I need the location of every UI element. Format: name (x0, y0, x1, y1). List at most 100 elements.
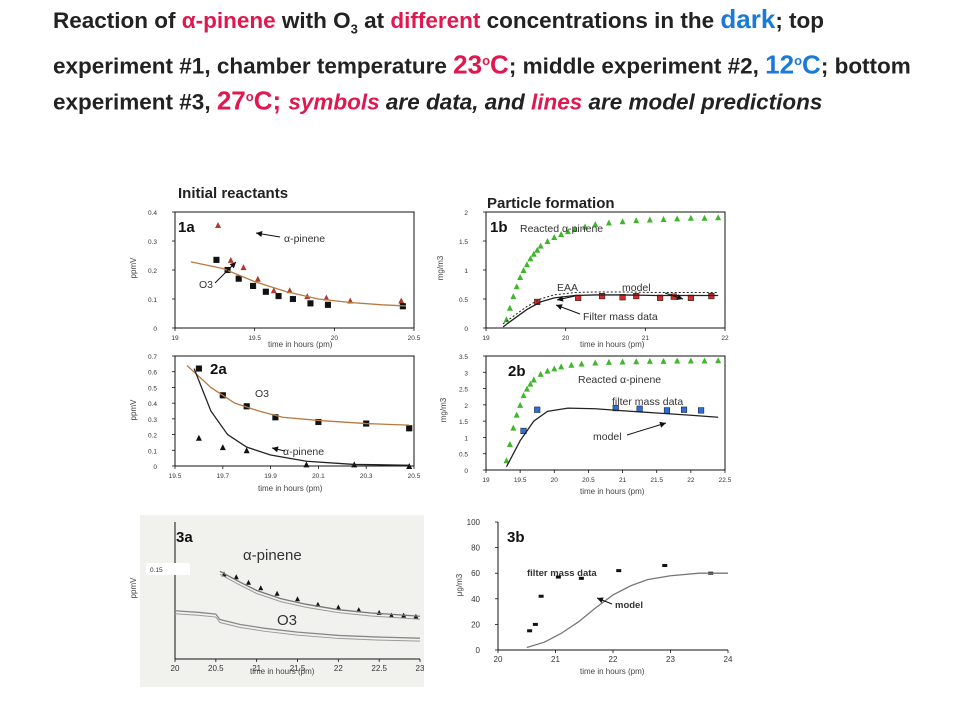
annotation-label: α-pinene (243, 547, 302, 564)
y-tick-label: 1.5 (459, 239, 468, 246)
title-part: with O (275, 8, 351, 33)
y-tick-label: 0 (464, 326, 468, 333)
data-point-square (213, 256, 220, 263)
y-tick-label: 0 (464, 468, 468, 475)
arrow-head (229, 262, 236, 269)
title-part: concentrations in the (480, 8, 721, 33)
data-point-triangle (701, 214, 708, 221)
arrow-head (597, 597, 604, 604)
data-point-triangle (513, 411, 520, 418)
data-point-triangle (534, 246, 541, 253)
data-point-triangle (544, 238, 551, 244)
data-point-triangle (715, 214, 722, 221)
data-point-triangle (544, 367, 551, 374)
x-tick-label: 19.5 (514, 477, 527, 484)
data-point-triangle (568, 361, 575, 368)
data-point-triangle (537, 242, 544, 249)
x-tick-label: 20.5 (408, 473, 421, 480)
data-point-triangle (219, 444, 226, 451)
title-part: 23 (453, 49, 483, 79)
data-point-triangle (551, 365, 558, 372)
chart-3a: 20 20.5 21 21.5 22 22.5 23 0.15 time in hours (p… (129, 522, 425, 676)
data-point-triangle (592, 359, 599, 366)
y-tick-label: 2.5 (459, 387, 468, 394)
data-point-square (534, 406, 541, 413)
x-axis-label: time in hours (pm) (250, 667, 315, 676)
x-axis-label: time in hours (pm) (580, 487, 645, 496)
x-tick-label: 21.5 (290, 664, 306, 673)
y-tick-label: 0.2 (148, 268, 157, 275)
data-point-triangle (517, 273, 524, 280)
data-point-square (195, 365, 202, 372)
annotation-label: filter mass data (612, 396, 683, 408)
data-point-square (663, 407, 671, 414)
y-tick-label: 80 (471, 544, 480, 553)
title-part: ; top experiment #1, chamber temperature (53, 8, 825, 78)
y-tick-label: 100 (467, 518, 481, 527)
title-part: 27 (216, 85, 246, 116)
x-tick-label: 19.5 (169, 473, 182, 480)
data-point-triangle (537, 370, 544, 377)
data-point-triangle (564, 228, 571, 235)
data-point-triangle (530, 250, 537, 257)
title-part: Reaction of (53, 8, 182, 33)
y-tick-label: 0.5 (459, 297, 468, 304)
y-tick-label: 2 (464, 210, 468, 217)
data-point-triangle (674, 357, 681, 364)
annotation-label: Reacted α-pinene (520, 223, 603, 235)
data-point-triangle (295, 596, 300, 602)
data-point-triangle (406, 463, 413, 469)
chart-2b: 19 19.5 20 20.5 21 21.5 22 22.500.511.522.533.5… (439, 354, 732, 496)
model-line (186, 364, 410, 426)
y-tick-label: 0.3 (148, 417, 157, 424)
data-point-square (315, 418, 322, 426)
model-line (190, 261, 407, 307)
chart-1b: 19 20 21 22 0 0.5 1 1.5 2 time in hours (pm) mg/m3… (436, 210, 729, 349)
data-point-triangle (258, 585, 264, 591)
data-point-triangle (246, 579, 251, 585)
data-point-triangle (274, 590, 280, 596)
data-point-square (680, 406, 688, 413)
x-tick-label: 20.5 (208, 664, 224, 673)
title-part: 12 (765, 49, 795, 79)
annotation-label: α-pinene (283, 446, 324, 458)
x-tick-label: 19 (482, 477, 490, 484)
data-point-square (599, 293, 606, 300)
data-point-triangle (558, 363, 565, 370)
model-line (219, 570, 421, 617)
annotation-label: O3 (199, 279, 213, 291)
data-point-square (275, 293, 282, 300)
data-point-triangle (506, 304, 513, 311)
data-point-triangle (527, 380, 534, 387)
header-particle-formation: Particle formation (487, 195, 615, 212)
data-point-triangle (506, 440, 513, 447)
x-tick-label: 19.5 (248, 335, 261, 342)
title-part: at (357, 8, 391, 33)
plot-frame (174, 211, 415, 329)
data-point-triangle (646, 357, 653, 364)
y-tick-label: 0.4 (148, 401, 157, 408)
title-part: dark (720, 4, 776, 34)
title-part: are data, and (379, 89, 531, 115)
title-part: C (490, 49, 509, 79)
annotation-label: Filter mass data (583, 311, 658, 323)
annotation-label: model (593, 431, 622, 443)
annotation-label: α-pinene (284, 233, 325, 245)
arrow-head (556, 304, 563, 310)
annotation-label: EAA (557, 282, 578, 294)
data-point-triangle (633, 358, 640, 365)
panel-3a-background (140, 515, 424, 687)
data-point-triangle (660, 357, 667, 364)
panel-label: 1b (490, 219, 508, 236)
arrow-head (557, 295, 564, 302)
title-part: ; bottom experiment #3, (53, 53, 911, 115)
data-point-triangle (243, 447, 250, 454)
data-point-triangle (687, 357, 694, 364)
annotation-label: O3 (255, 388, 269, 400)
data-point-square (698, 407, 705, 414)
y-tick-label: 0.5 (459, 452, 468, 459)
data-point-triangle (510, 293, 517, 300)
x-tick-label: 21.5 (650, 477, 663, 484)
y-tick-label: 1 (464, 268, 468, 275)
